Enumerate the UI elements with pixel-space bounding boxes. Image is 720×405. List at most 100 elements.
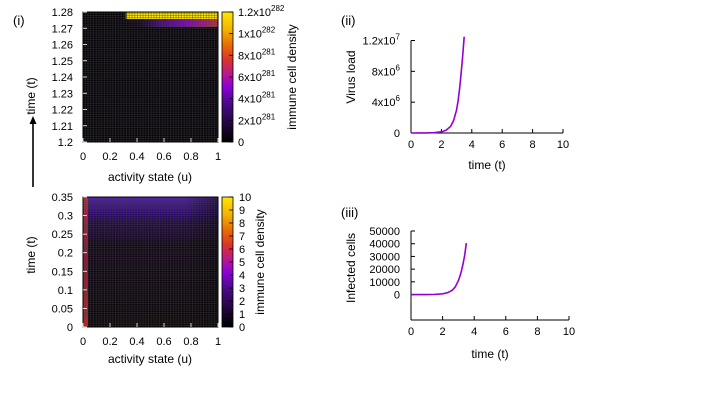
- colorbar-tick-label: 6x10281: [238, 69, 276, 84]
- colorbar-tick-label: 0: [238, 137, 244, 149]
- heatmap-bottom: 0 0.05 0.1 0.15 0.2 0.25 0.3 0.35 0 0.2 0.4 0.6 0.8…: [24, 192, 267, 366]
- y-tick-label: 50000: [369, 226, 400, 238]
- y-tick-label: 30000: [369, 251, 400, 263]
- x-tick-label: 0.4: [129, 151, 144, 163]
- x-tick-label: 1: [215, 336, 221, 348]
- x-tick-label: 0: [80, 336, 86, 348]
- colorbar-tick-label: 6: [239, 244, 245, 256]
- y-tick-label: 0.35: [52, 192, 73, 204]
- time-arrow: [29, 116, 37, 187]
- colorbar-tick-label: 1x10282: [238, 26, 276, 41]
- x-tick-label: 0.2: [102, 336, 117, 348]
- heatmap-bottom-grid: [83, 197, 218, 327]
- y-tick-label: 40000: [369, 239, 400, 251]
- x-tick-label: 0.6: [156, 151, 171, 163]
- colorbar-tick-label: 8: [239, 218, 245, 230]
- y-tick-label: 0: [394, 290, 400, 302]
- y-tick-label: 20000: [369, 264, 400, 276]
- y-tick-label: 0.1: [58, 285, 73, 297]
- heatmap-top-xlabel: activity state (u): [108, 170, 192, 184]
- heatmap-top-grid: [83, 12, 218, 142]
- x-tick-label: 1: [215, 151, 221, 163]
- y-tick-label: 0.15: [52, 266, 73, 278]
- infected-cells-xlabel: time (t): [471, 347, 508, 361]
- y-tick-label: 4x106: [372, 94, 401, 109]
- y-tick-label: 1.21: [52, 121, 73, 133]
- heatmap-bottom-ylabel: time (t): [24, 236, 38, 273]
- x-tick-label: 6: [499, 139, 505, 151]
- colorbar-tick-label: 1: [239, 309, 245, 321]
- colorbar-tick-label: 2x10281: [238, 112, 276, 127]
- heatmap-top-colorbar-label: immune cell density: [285, 24, 299, 129]
- colorbar-tick-label: 7: [239, 231, 245, 243]
- y-tick-label: 0: [394, 128, 400, 140]
- virus-load-ylabel: Virus load: [344, 50, 358, 103]
- colorbar-tick-label: 4: [239, 270, 245, 282]
- infected-cells-ylabel: Infected cells: [344, 233, 358, 303]
- x-tick-label: 8: [534, 326, 540, 338]
- x-tick-label: 0.6: [156, 336, 171, 348]
- y-tick-label: 1.28: [52, 7, 73, 19]
- colorbar-tick-label: 8x10281: [238, 47, 276, 62]
- heatmap-bottom-y-ticks: 0 0.05 0.1 0.15 0.2 0.25 0.3 0.35: [52, 192, 87, 334]
- heatmap-top: 1.2 1.21 1.22 1.23 1.24 1.25 1.26 1.27 1.28 0 0.2…: [24, 4, 299, 184]
- panel-label-iii: (iii): [341, 205, 358, 220]
- y-tick-label: 0.05: [52, 303, 73, 315]
- panel-label-i: (i): [13, 13, 25, 28]
- y-tick-label: 10000: [369, 277, 400, 289]
- virus-load-axes: 0 2 4 6 8 10 0 4x106 8x106 1.2x107: [363, 33, 570, 152]
- virus-load-line: [410, 36, 465, 134]
- heatmap-top-y-ticks: 1.2 1.21 1.22 1.23 1.24 1.25 1.26 1.27 1.28: [52, 7, 87, 149]
- heatmap-bottom-xlabel: activity state (u): [108, 352, 192, 366]
- colorbar-tick-label: 3: [239, 283, 245, 295]
- heatmap-bottom-frame: [82, 196, 219, 328]
- x-tick-label: 10: [557, 139, 569, 151]
- heatmap-bottom-x-ticks: 0 0.2 0.4 0.6 0.8 1: [80, 323, 221, 348]
- colorbar-tick-label: 1.2x10282: [238, 4, 285, 19]
- y-tick-label: 1.26: [52, 40, 73, 52]
- x-tick-label: 4: [471, 326, 477, 338]
- heatmap-top-x-ticks: 0 0.2 0.4 0.6 0.8 1: [80, 138, 221, 163]
- y-tick-label: 1.24: [52, 72, 73, 84]
- virus-load-xlabel: time (t): [468, 158, 505, 172]
- y-tick-label: 0: [67, 322, 73, 334]
- y-tick-label: 0.2: [58, 248, 73, 260]
- x-tick-label: 0: [408, 139, 414, 151]
- y-tick-label: 1.22: [52, 105, 73, 117]
- y-tick-label: 1.2x107: [363, 33, 401, 48]
- x-tick-label: 0: [80, 151, 86, 163]
- y-tick-label: 8x106: [372, 63, 401, 78]
- colorbar-tick-label: 2: [239, 296, 245, 308]
- y-tick-label: 1.25: [52, 56, 73, 68]
- colorbar-tick-label: 0: [239, 322, 245, 334]
- x-tick-label: 0: [408, 326, 414, 338]
- y-tick-label: 1.23: [52, 88, 73, 100]
- colorbar-tick-label: 4x10281: [238, 91, 276, 106]
- x-tick-label: 0.2: [102, 151, 117, 163]
- panel-label-ii: (ii): [341, 13, 355, 28]
- x-tick-label: 0.8: [183, 151, 198, 163]
- x-tick-label: 4: [469, 139, 475, 151]
- x-tick-label: 0.8: [183, 336, 198, 348]
- x-tick-label: 10: [563, 326, 575, 338]
- x-tick-label: 0.4: [129, 336, 144, 348]
- colorbar-tick-label: 9: [239, 205, 245, 217]
- heatmap-top-ylabel: time (t): [24, 77, 38, 114]
- x-tick-label: 8: [530, 139, 536, 151]
- y-tick-label: 0.3: [58, 211, 73, 223]
- heatmap-bottom-colorbar-label: immune cell density: [253, 209, 267, 314]
- colorbar-tick-label: 5: [239, 257, 245, 269]
- x-tick-label: 6: [503, 326, 509, 338]
- x-tick-label: 2: [440, 326, 446, 338]
- heatmap-top-colorbar-ticks: 0 2x10281 4x10281 6x10281 8x10281 1x10282 1.2x…: [229, 4, 285, 149]
- y-tick-label: 0.25: [52, 229, 73, 241]
- colorbar-tick-label: 10: [239, 192, 251, 204]
- infected-cells-line: [410, 242, 468, 296]
- virus-load-chart: 0 2 4 6 8 10 0 4x106 8x106 1.2x107 time (t) Virus…: [344, 33, 569, 173]
- x-tick-label: 2: [438, 139, 444, 151]
- y-tick-label: 1.27: [52, 23, 73, 35]
- y-tick-label: 1.2: [58, 137, 73, 149]
